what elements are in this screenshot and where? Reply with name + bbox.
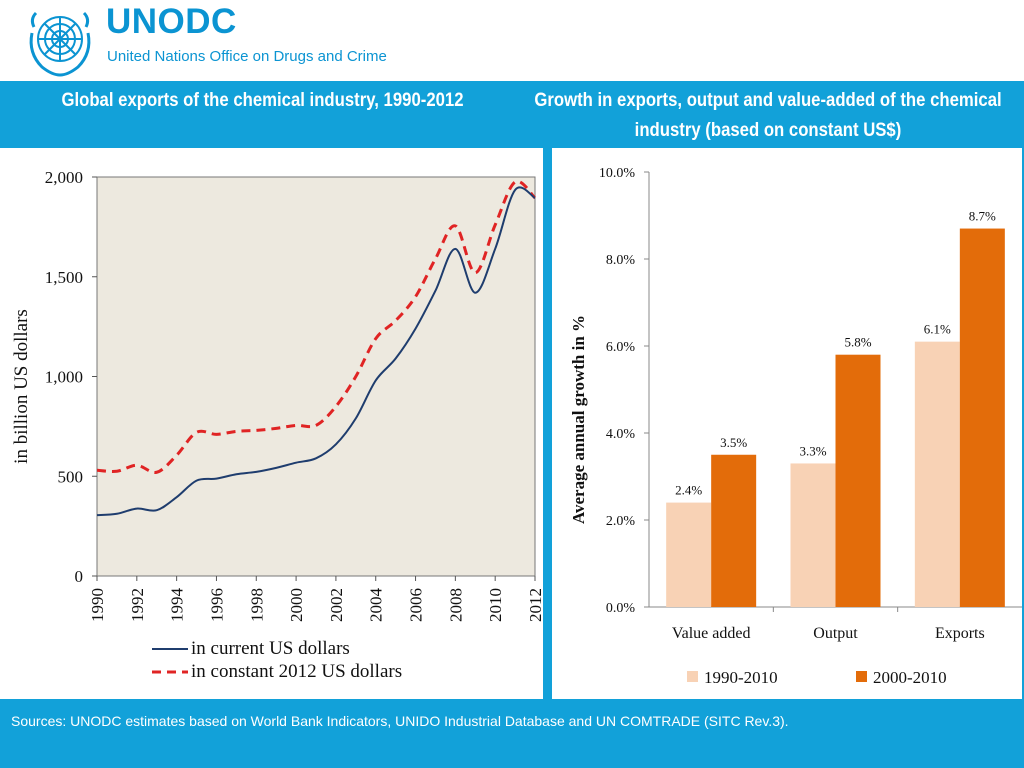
category-label: Exports (935, 625, 985, 642)
y-tick-label: 10.0% (599, 166, 636, 181)
org-name: UNODC (106, 2, 237, 41)
x-tick-label: 1990 (88, 588, 107, 622)
legend-label-current: in current US dollars (191, 638, 350, 659)
x-tick-label: 2000 (287, 588, 306, 622)
y-tick-label: 0 (75, 567, 84, 586)
bar-1990-2010 (790, 463, 836, 607)
x-tick-label: 2012 (526, 588, 543, 622)
x-tick-label: 1994 (168, 588, 187, 623)
y-tick-label: 0.0% (606, 601, 636, 616)
y-tick-label: 1,500 (45, 268, 83, 287)
legend-swatch-2000-2010 (856, 671, 867, 682)
bar-data-label: 2.4% (675, 483, 702, 498)
series-line-current (96, 186, 536, 517)
x-tick-label: 2006 (407, 588, 426, 622)
line-chart: 0 500 1,000 1,500 2,000 1990 1992 1994 1996 1998 2… (11, 168, 545, 682)
bar-data-label: 3.3% (799, 443, 826, 458)
y-tick-label: 4.0% (606, 427, 636, 442)
org-full-name: United Nations Office on Drugs and Crime (107, 48, 387, 65)
bar-data-label: 3.5% (720, 435, 747, 450)
x-tick-label: 2002 (327, 588, 346, 622)
y-tick-label: 2.0% (606, 514, 636, 529)
x-tick-label: 1998 (247, 588, 266, 622)
bar-chart-panel: 0.0% 2.0% 4.0% 6.0% 8.0% 10.0% Average annual … (552, 148, 1022, 699)
series-line-constant (96, 179, 537, 474)
bar-data-label: 8.7% (969, 209, 996, 224)
sources-footnote: Sources: UNODC estimates based on World … (11, 713, 789, 729)
y-axis-label: in billion US dollars (11, 309, 32, 464)
line-chart-panel: 0 500 1,000 1,500 2,000 1990 1992 1994 1996 1998 2… (0, 148, 545, 699)
plot-area (96, 176, 536, 577)
y-tick-label: 2,000 (45, 168, 83, 187)
bar-data-label: 6.1% (924, 322, 951, 337)
x-tick-label: 2008 (446, 588, 465, 622)
legend-label-2000-2010: 2000-2010 (873, 668, 947, 687)
un-emblem-icon (29, 11, 91, 77)
y-tick-label: 500 (58, 467, 84, 486)
x-tick-label: 2004 (367, 588, 386, 623)
y-tick-label: 1,000 (45, 368, 83, 387)
category-label: Output (813, 625, 858, 642)
legend-label-constant: in constant 2012 US dollars (191, 661, 402, 682)
bar-2000-2010 (711, 454, 757, 607)
bar-data-label: 5.8% (844, 335, 871, 350)
y-tick-label: 6.0% (606, 340, 636, 355)
legend-swatch-1990-2010 (687, 671, 698, 682)
y-tick-label: 8.0% (606, 253, 636, 268)
left-chart-title: Global exports of the chemical industry,… (61, 90, 464, 111)
x-tick-label: 1992 (128, 588, 147, 622)
bar-2000-2010 (959, 228, 1005, 608)
x-tick-label: 1996 (207, 588, 226, 622)
bar-1990-2010 (666, 502, 712, 607)
bar-1990-2010 (914, 341, 960, 607)
category-label: Value added (672, 625, 751, 642)
y-axis-label: Average annual growth in % (569, 315, 588, 524)
x-tick-label: 2010 (486, 588, 505, 622)
bar-2000-2010 (835, 354, 881, 607)
bar-chart: 0.0% 2.0% 4.0% 6.0% 8.0% 10.0% Average annual … (569, 166, 1022, 687)
right-chart-title: Growth in exports, output and value-adde… (534, 90, 1002, 141)
legend-label-1990-2010: 1990-2010 (704, 668, 778, 687)
